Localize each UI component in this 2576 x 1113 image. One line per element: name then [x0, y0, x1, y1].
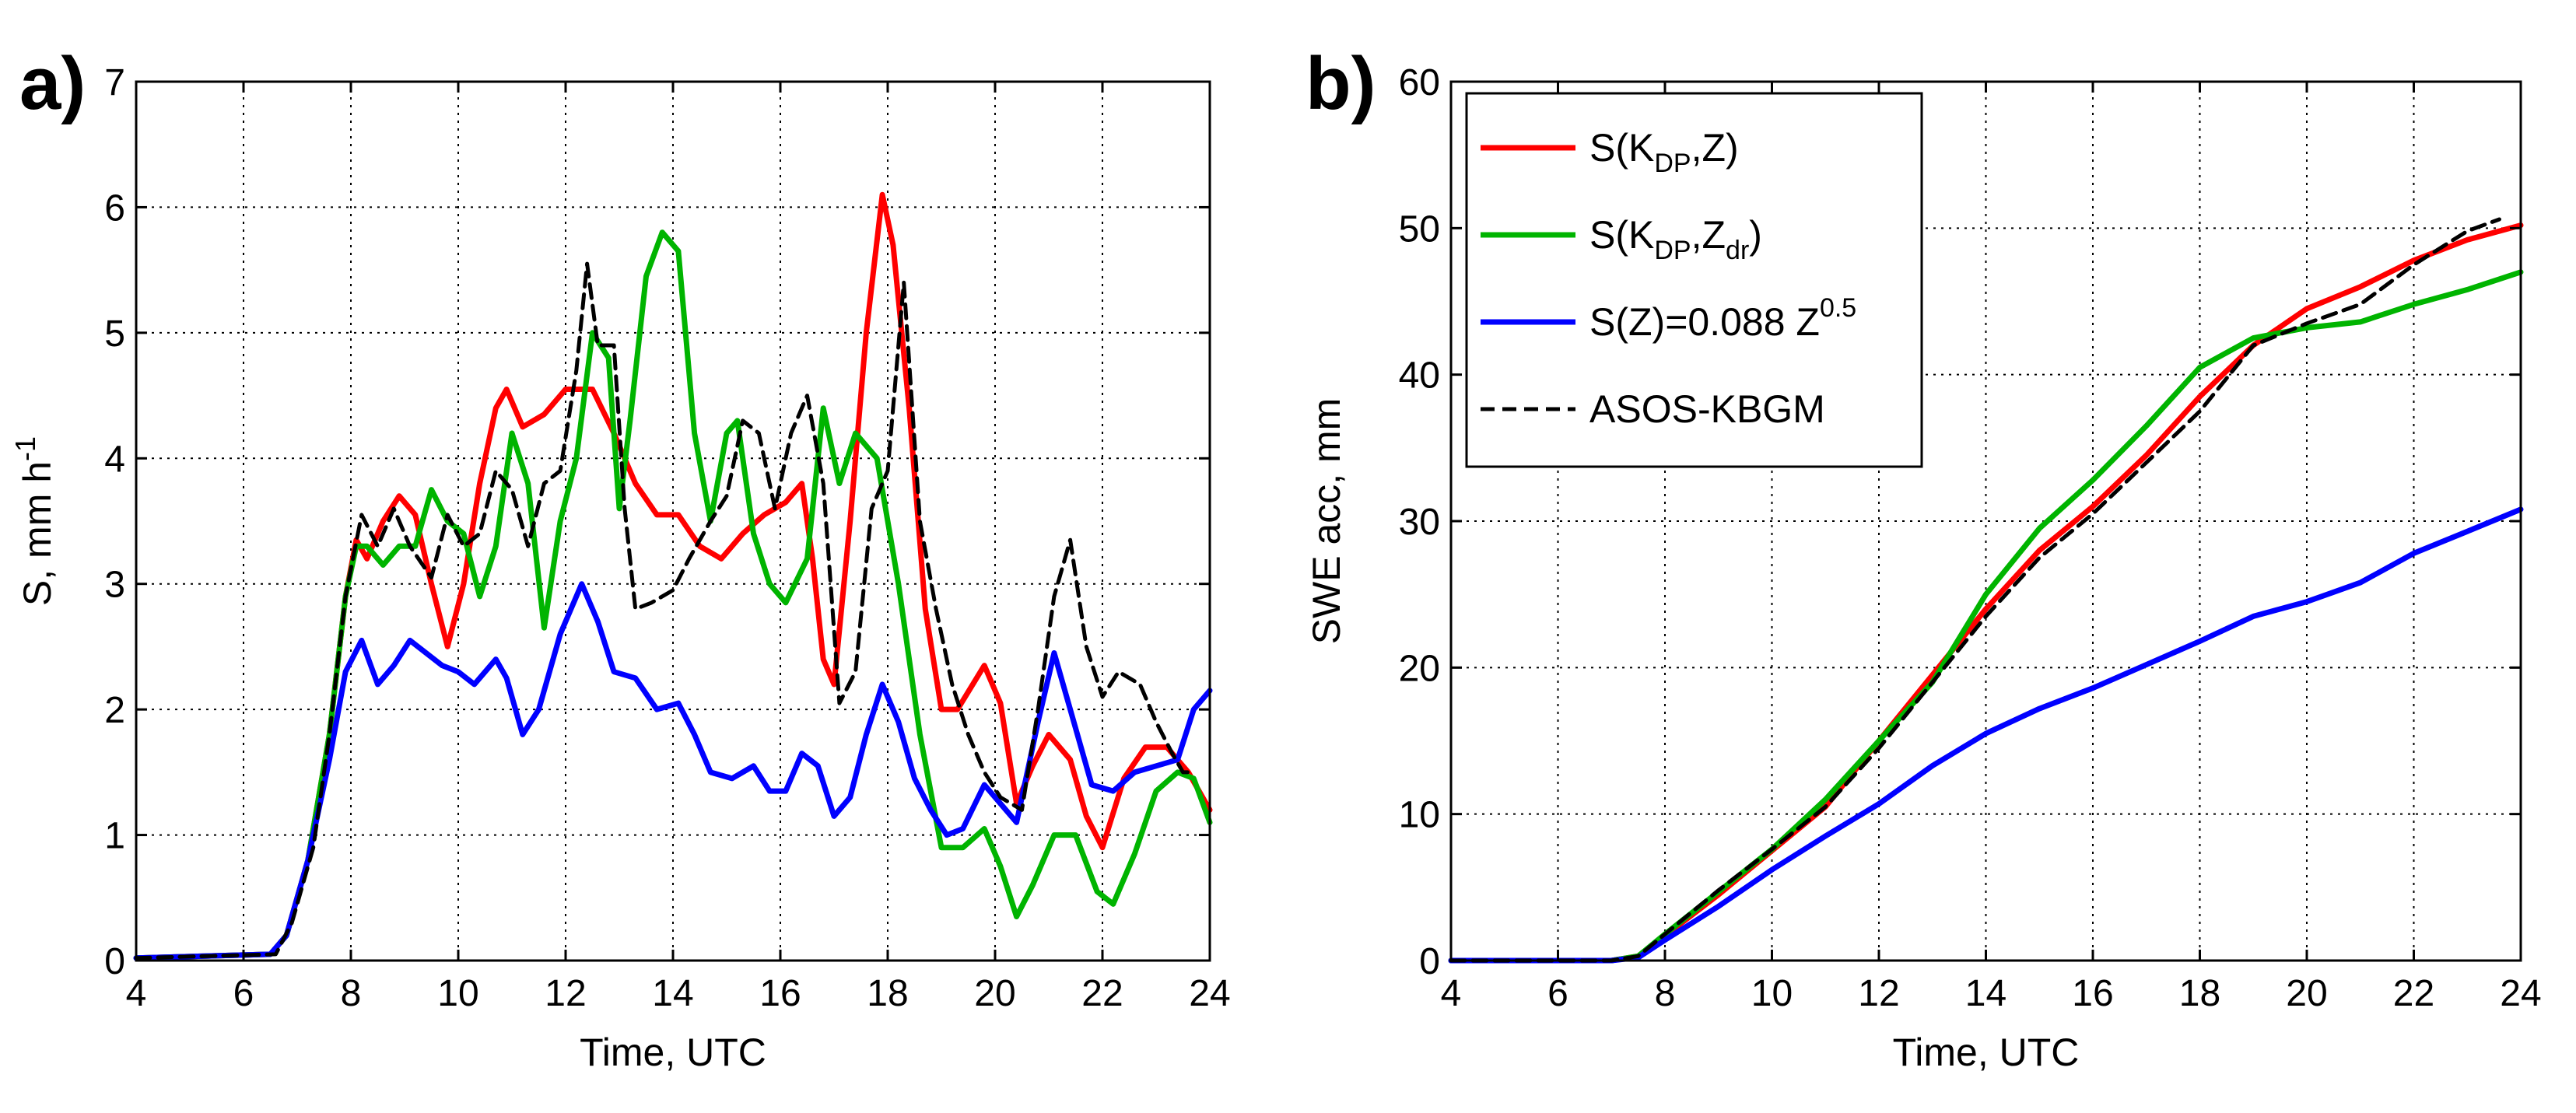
y-tick-label: 3 — [104, 565, 125, 606]
series-line-s-z-0-088-z-0-5 — [1448, 506, 2524, 964]
x-tick-label: 22 — [1081, 973, 1123, 1014]
x-tick-label: 6 — [233, 973, 254, 1014]
y-tick-label: 6 — [104, 187, 125, 229]
y-tick-label: 5 — [104, 313, 125, 355]
x-tick-label: 8 — [1655, 973, 1676, 1014]
series-group — [1448, 217, 2524, 964]
x-tick-label: 24 — [2500, 973, 2541, 1014]
y-tick-label: 7 — [104, 62, 125, 103]
legend-label: S(Z)=0.088 Z0.5 — [1589, 293, 1856, 344]
y-axis-label: SWE acc, mm — [1305, 398, 1348, 645]
series-line-s-kdp-zdr- — [133, 229, 1213, 961]
x-tick-label: 16 — [2072, 973, 2113, 1014]
x-tick-label: 4 — [1441, 973, 1462, 1014]
x-tick-label: 10 — [1751, 973, 1793, 1014]
x-tick-label: 14 — [1965, 973, 2006, 1014]
y-axis-label: S, mm h-1 — [9, 436, 59, 606]
x-tick-label: 18 — [2179, 973, 2220, 1014]
x-tick-label: 20 — [974, 973, 1015, 1014]
y-tick-label: 30 — [1399, 502, 1440, 543]
y-tick-label: 60 — [1399, 62, 1440, 103]
legend-label: ASOS-KBGM — [1589, 387, 1825, 431]
series-line-s-z-0-088-z-0-5 — [133, 581, 1213, 961]
x-tick-label: 20 — [2286, 973, 2327, 1014]
y-tick-label: 4 — [104, 439, 125, 480]
y-tick-label: 40 — [1399, 355, 1440, 397]
panel-label: a) — [19, 42, 86, 125]
x-tick-label: 12 — [545, 973, 586, 1014]
series-group — [133, 191, 1213, 961]
x-axis-label: Time, UTC — [1893, 1031, 2080, 1074]
y-tick-label: 10 — [1399, 795, 1440, 836]
y-tick-label: 2 — [104, 690, 125, 731]
series-line-s-kdp-z- — [133, 191, 1213, 961]
panel-label: b) — [1306, 42, 1376, 125]
x-tick-label: 8 — [341, 973, 362, 1014]
legend-label: S(KDP,Zdr) — [1589, 213, 1762, 265]
x-tick-label: 6 — [1547, 973, 1568, 1014]
y-tick-label: 0 — [104, 941, 125, 982]
x-tick-label: 16 — [759, 973, 801, 1014]
x-tick-label: 12 — [1858, 973, 1899, 1014]
y-tick-label: 1 — [104, 816, 125, 857]
series-line-asos-kbgm — [1449, 217, 2501, 963]
x-tick-label: 22 — [2393, 973, 2434, 1014]
panel-b-chart: 4 6 8 10 12 14 16 18 20 22 24 0 10 20 30 40 50 60 Time, UT… — [1305, 42, 2542, 1074]
x-axis-label: Time, UTC — [580, 1031, 766, 1074]
y-tick-label: 20 — [1399, 648, 1440, 689]
legend: S(KDP,Z) S(KDP,Zdr) S(Z)=0.088 Z0.5 ASOS-KB… — [1465, 92, 1923, 468]
x-tick-label: 10 — [437, 973, 478, 1014]
legend-box — [1465, 92, 1923, 468]
y-tick-label: 50 — [1399, 208, 1440, 250]
x-tick-label: 14 — [652, 973, 693, 1014]
x-tick-label: 4 — [126, 973, 147, 1014]
series-line-asos-kbgm — [134, 261, 1196, 961]
x-tick-label: 24 — [1189, 973, 1230, 1014]
y-tick-label: 0 — [1419, 941, 1440, 982]
legend-label: S(KDP,Z) — [1589, 126, 1739, 178]
x-tick-label: 18 — [867, 973, 908, 1014]
